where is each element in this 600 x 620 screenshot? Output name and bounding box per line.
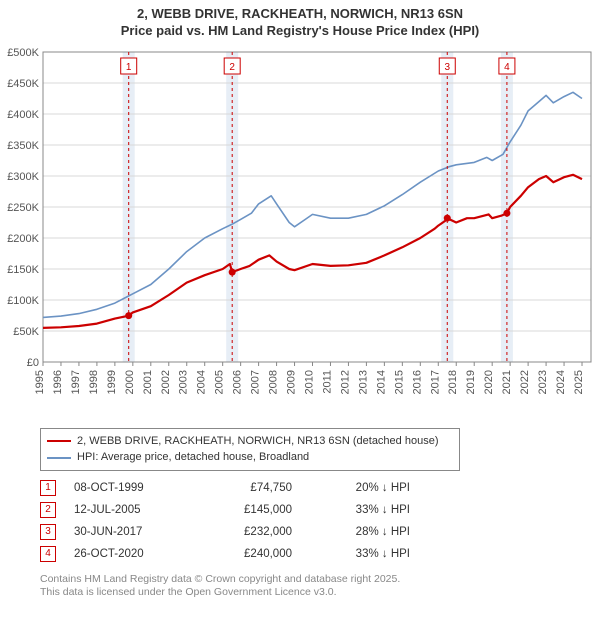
txn-date: 12-JUL-2005 [74, 504, 184, 516]
svg-text:2011: 2011 [321, 370, 333, 394]
svg-text:2007: 2007 [250, 370, 262, 394]
svg-text:2025: 2025 [573, 370, 585, 394]
txn-date: 26-OCT-2020 [74, 548, 184, 560]
txn-rel: 33% ↓ HPI [310, 548, 410, 560]
svg-text:2015: 2015 [393, 370, 405, 394]
page: 2, WEBB DRIVE, RACKHEATH, NORWICH, NR13 … [0, 0, 600, 620]
svg-text:1998: 1998 [88, 370, 100, 394]
footer-line-1: Contains HM Land Registry data © Crown c… [40, 573, 590, 587]
svg-text:2023: 2023 [537, 370, 549, 394]
transaction-row: 3 30-JUN-2017 £232,000 28% ↓ HPI [40, 521, 590, 543]
svg-text:£500K: £500K [7, 47, 39, 59]
svg-text:£350K: £350K [7, 140, 39, 152]
svg-text:£50K: £50K [13, 326, 39, 338]
svg-text:2001: 2001 [142, 370, 154, 394]
txn-rel: 28% ↓ HPI [310, 526, 410, 538]
svg-text:£250K: £250K [7, 202, 39, 214]
svg-text:2009: 2009 [286, 370, 298, 394]
txn-price: £145,000 [202, 504, 292, 516]
svg-text:4: 4 [504, 62, 510, 73]
svg-text:2021: 2021 [501, 370, 513, 394]
legend-label-1: 2, WEBB DRIVE, RACKHEATH, NORWICH, NR13 … [77, 433, 438, 450]
txn-rel: 33% ↓ HPI [310, 504, 410, 516]
legend-label-2: HPI: Average price, detached house, Broa… [77, 449, 309, 466]
marker-box: 1 [40, 480, 56, 496]
txn-date: 30-JUN-2017 [74, 526, 184, 538]
svg-text:2013: 2013 [357, 370, 369, 394]
txn-price: £74,750 [202, 482, 292, 494]
svg-text:2006: 2006 [232, 370, 244, 394]
svg-text:2014: 2014 [375, 370, 387, 394]
svg-text:2022: 2022 [519, 370, 531, 394]
svg-text:2010: 2010 [304, 370, 316, 394]
marker-box: 4 [40, 546, 56, 562]
chart: £0 £50K £100K £150K £200K £250K £300K £350K £400… [5, 42, 595, 422]
svg-text:2012: 2012 [339, 370, 351, 394]
svg-text:2019: 2019 [465, 370, 477, 394]
svg-text:2024: 2024 [555, 370, 567, 394]
svg-text:£0: £0 [27, 357, 39, 369]
marker-box: 3 [40, 524, 56, 540]
svg-text:2020: 2020 [483, 370, 495, 394]
txn-date: 08-OCT-1999 [74, 482, 184, 494]
svg-text:2002: 2002 [160, 370, 172, 394]
title-line-1: 2, WEBB DRIVE, RACKHEATH, NORWICH, NR13 … [0, 6, 600, 23]
marker-box: 2 [40, 502, 56, 518]
transaction-row: 2 12-JUL-2005 £145,000 33% ↓ HPI [40, 499, 590, 521]
title-line-2: Price paid vs. HM Land Registry's House … [0, 23, 600, 40]
svg-text:1996: 1996 [52, 370, 64, 394]
svg-text:£100K: £100K [7, 295, 39, 307]
txn-price: £232,000 [202, 526, 292, 538]
transactions-table: 1 08-OCT-1999 £74,750 20% ↓ HPI 2 12-JUL-2005… [40, 477, 590, 565]
svg-text:2017: 2017 [429, 370, 441, 394]
svg-text:£200K: £200K [7, 233, 39, 245]
svg-text:2005: 2005 [214, 370, 226, 394]
legend-row-2: HPI: Average price, detached house, Broa… [47, 449, 453, 466]
txn-rel: 20% ↓ HPI [310, 482, 410, 494]
svg-text:£400K: £400K [7, 109, 39, 121]
svg-text:2008: 2008 [268, 370, 280, 394]
svg-text:3: 3 [444, 62, 450, 73]
svg-text:£450K: £450K [7, 78, 39, 90]
footer-line-2: This data is licensed under the Open Gov… [40, 586, 590, 600]
svg-text:£300K: £300K [7, 171, 39, 183]
svg-text:2004: 2004 [196, 370, 208, 394]
svg-text:£150K: £150K [7, 264, 39, 276]
svg-text:1997: 1997 [70, 370, 82, 394]
chart-title-block: 2, WEBB DRIVE, RACKHEATH, NORWICH, NR13 … [0, 0, 600, 42]
txn-price: £240,000 [202, 548, 292, 560]
legend-swatch-2 [47, 457, 71, 459]
svg-text:2000: 2000 [124, 370, 136, 394]
legend: 2, WEBB DRIVE, RACKHEATH, NORWICH, NR13 … [40, 428, 460, 471]
legend-swatch-1 [47, 440, 71, 442]
transaction-row: 4 26-OCT-2020 £240,000 33% ↓ HPI [40, 543, 590, 565]
chart-svg: £0 £50K £100K £150K £200K £250K £300K £350K £400… [5, 42, 595, 422]
svg-text:1: 1 [126, 62, 132, 73]
svg-text:2: 2 [229, 62, 235, 73]
transaction-row: 1 08-OCT-1999 £74,750 20% ↓ HPI [40, 477, 590, 499]
svg-text:2016: 2016 [411, 370, 423, 394]
svg-text:2018: 2018 [447, 370, 459, 394]
footer: Contains HM Land Registry data © Crown c… [40, 573, 590, 600]
svg-text:2003: 2003 [178, 370, 190, 394]
svg-text:1999: 1999 [106, 370, 118, 394]
svg-text:1995: 1995 [34, 370, 46, 394]
legend-row-1: 2, WEBB DRIVE, RACKHEATH, NORWICH, NR13 … [47, 433, 453, 450]
